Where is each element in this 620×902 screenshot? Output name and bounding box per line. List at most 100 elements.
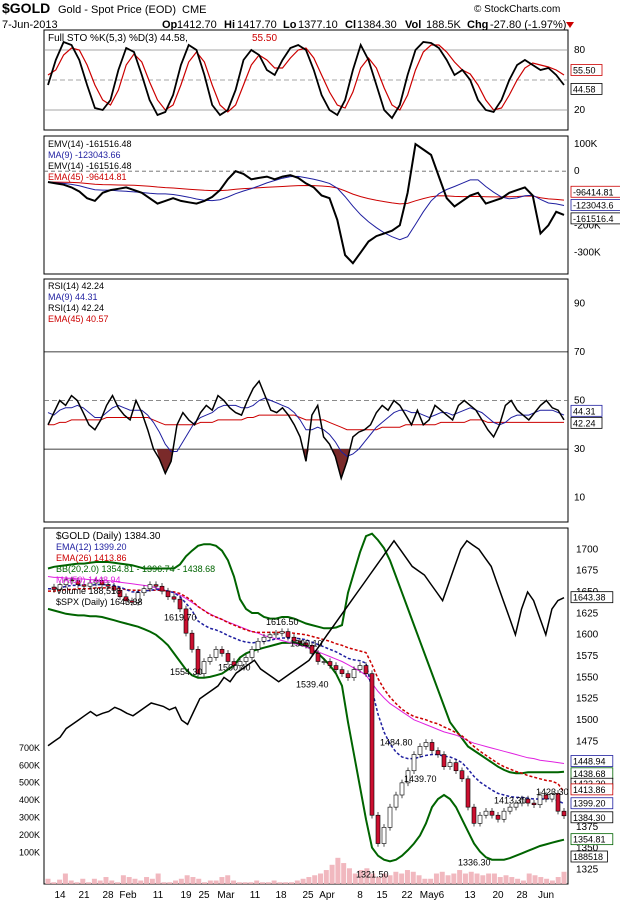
spx-ytick-1625: 1625	[576, 608, 599, 619]
price-candle	[357, 665, 363, 670]
rsi-label-rsi-box	[570, 416, 603, 429]
price-candle	[129, 600, 135, 603]
x-label-2: 28	[102, 890, 114, 901]
price-candle	[513, 802, 519, 808]
volume-bar	[335, 857, 341, 884]
price-candle	[507, 806, 513, 812]
brand-logo[interactable]: © StockCharts.com	[474, 4, 560, 15]
price-annotation-4: 1590.10	[290, 638, 323, 648]
price-candle	[489, 810, 495, 816]
price-annotation-11: 1423.30	[536, 787, 569, 797]
volume-bar	[462, 873, 468, 884]
price-candle	[549, 793, 555, 800]
sto-label-k: 44.58	[573, 84, 596, 94]
rsi-ytick-90: 90	[574, 298, 586, 309]
price-label-volume-box	[570, 850, 608, 863]
volume-bar	[68, 880, 74, 884]
price-candle	[333, 665, 339, 670]
rsi-ema45-line	[48, 414, 564, 431]
volume-bar	[515, 878, 521, 884]
price-candle	[69, 579, 75, 582]
price-candle	[231, 661, 237, 666]
symbol: $GOLD	[2, 0, 50, 16]
volume-bar	[422, 878, 428, 884]
emv-ytick-0: 100K	[574, 139, 598, 150]
rsi-legend-2: RSI(14) 42.24	[48, 303, 104, 313]
price-candle	[291, 636, 297, 642]
price-candle	[429, 742, 435, 751]
price-candle	[339, 669, 345, 674]
price-candle	[351, 669, 357, 678]
price-label-3: 1413.86	[573, 785, 606, 795]
price-candle	[249, 649, 255, 658]
x-label-10: 25	[302, 890, 314, 901]
sto-ytick-80: 80	[574, 45, 586, 56]
price-candle	[213, 649, 219, 658]
price-candle	[201, 661, 207, 674]
price-annotation-5: 1539.40	[296, 679, 329, 689]
price-label-5: 1384.30	[573, 813, 606, 823]
volume-bar	[306, 877, 312, 884]
price-candle	[279, 631, 285, 634]
price-candle	[417, 746, 423, 755]
price-candle	[345, 673, 351, 678]
volume-bar	[254, 880, 260, 884]
rsi-label-ma-box	[570, 404, 603, 417]
emv-legend-2: EMV(14) -161516.48	[48, 161, 132, 171]
emv-line	[47, 142, 565, 265]
volume-bar	[410, 871, 416, 884]
volume-bar	[265, 882, 271, 884]
price-label-0-box	[570, 755, 614, 767]
volume-tick-6: 700K	[19, 743, 40, 753]
sto-ytick-20: 20	[574, 105, 586, 116]
sto-label-d-box	[570, 64, 603, 76]
emv-label-emv-box	[570, 212, 620, 225]
spx-ytick-1600: 1600	[576, 630, 599, 641]
volume-bar	[387, 875, 393, 884]
price-label-4-box	[570, 797, 614, 810]
price-candle	[237, 661, 243, 666]
price-candle	[189, 632, 195, 650]
volume-bar	[561, 871, 567, 884]
x-label-7: Mar	[217, 890, 235, 901]
spx-ytick-1675: 1675	[576, 566, 599, 577]
volume-bar	[236, 882, 242, 884]
volume-tick-4: 500K	[19, 778, 40, 788]
volume-bar	[45, 878, 51, 884]
sto-label-k-box	[570, 83, 603, 95]
price-candle	[177, 598, 183, 610]
price-candle	[435, 750, 441, 755]
volume-bar	[381, 873, 387, 884]
x-label-9: 18	[275, 890, 287, 901]
emv-label-ma-box	[570, 199, 620, 211]
rsi-oversold-fill	[156, 449, 175, 474]
price-candle	[453, 762, 459, 772]
price-candle	[501, 810, 507, 820]
volume-bar	[416, 875, 422, 884]
volume-bar	[167, 882, 173, 884]
x-label-14: 22	[401, 890, 413, 901]
emv-label-emv: -161516.4	[573, 214, 614, 224]
volume-bar	[86, 882, 92, 884]
volume-bar	[202, 882, 208, 884]
volume-bar	[294, 880, 300, 884]
close-label: Cl	[345, 19, 356, 31]
price-candle	[159, 585, 165, 592]
volume-bar	[190, 877, 196, 884]
volume-bar	[352, 873, 358, 884]
sto-legend-d: 55.50	[252, 33, 277, 44]
emv-legend-1: MA(9) -123043.66	[48, 150, 121, 160]
rsi-ytick-10: 10	[574, 493, 586, 504]
price-candle	[465, 778, 471, 808]
rsi-legend-1: MA(9) 44.31	[48, 292, 98, 302]
price-label-volume: 188518	[573, 852, 603, 862]
price-legend-3: BB(20,2.0) 1354.81 - 1396.74 - 1438.68	[56, 564, 215, 574]
x-label-8: 11	[250, 890, 261, 901]
volume-bar	[538, 877, 544, 884]
price-label-1: 1438.68	[573, 769, 606, 779]
spx-ytick-1350: 1350	[576, 843, 599, 854]
emv-legend-3: EMA(45) -96414.81	[48, 172, 127, 182]
price-candle	[537, 794, 543, 806]
price-label-0: 1448.94	[573, 756, 606, 766]
